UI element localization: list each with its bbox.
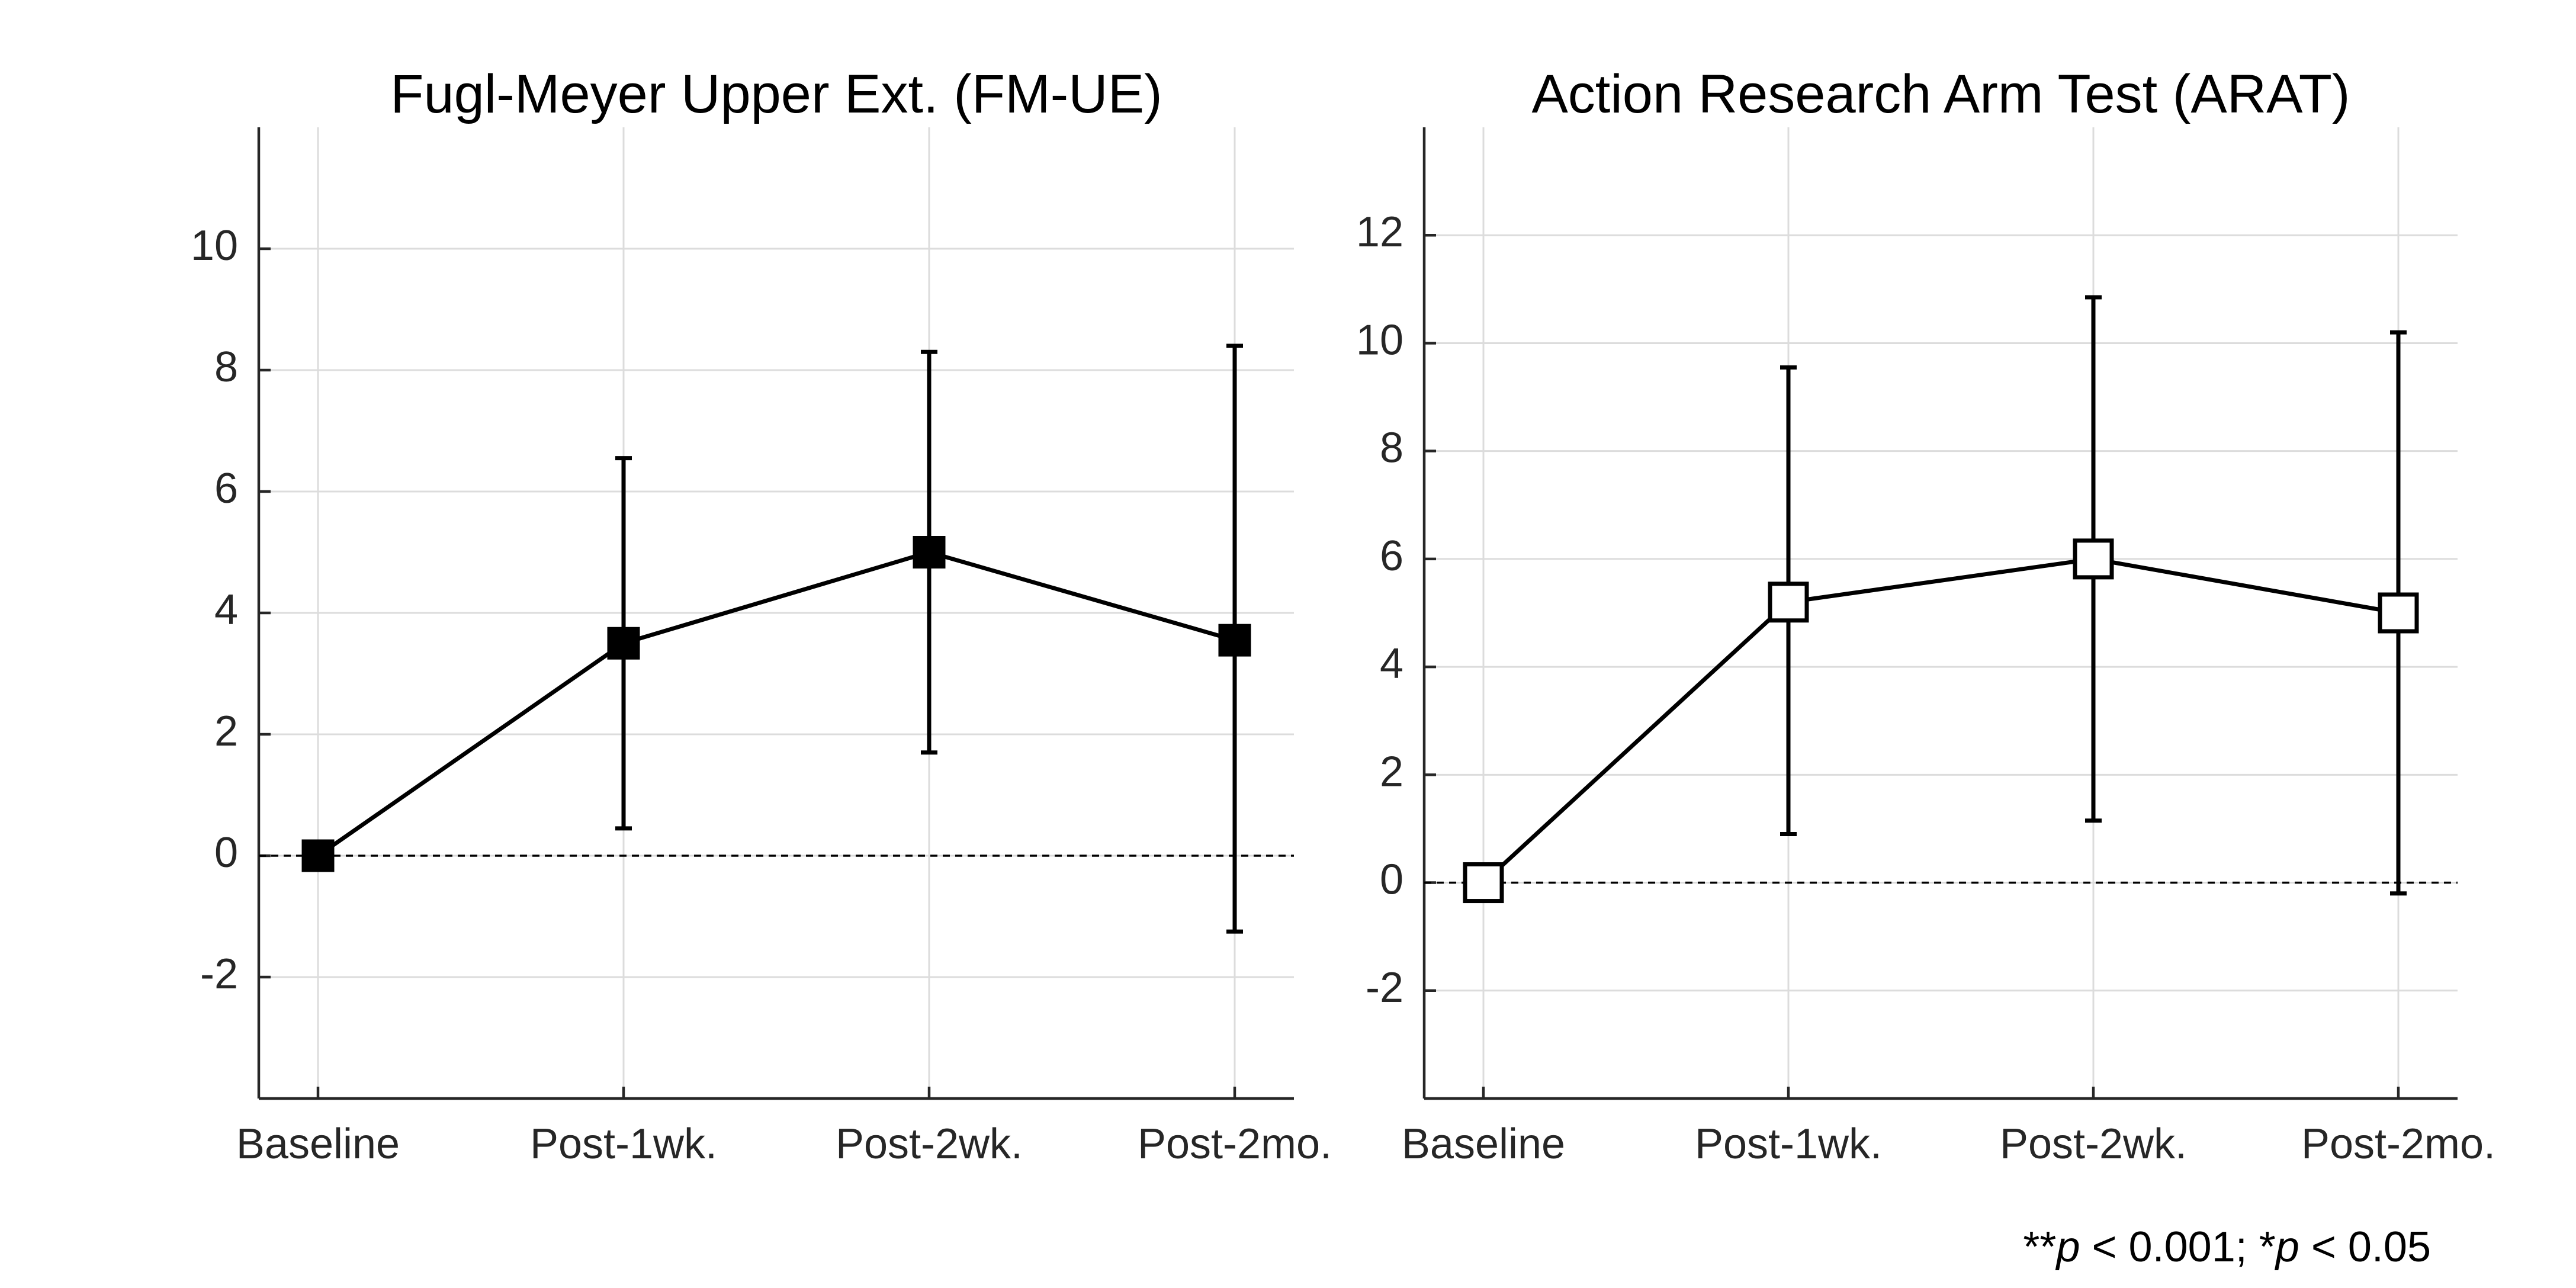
y-tick-label: 8 — [214, 343, 238, 391]
data-point-marker — [1463, 862, 1504, 904]
footnote-mid: < 0.001; * — [2080, 1223, 2276, 1271]
y-tick-label: 2 — [1380, 748, 1403, 795]
y-tick-label: 6 — [1380, 532, 1403, 580]
x-tick-label: Baseline — [236, 1120, 400, 1168]
y-tick-label: -2 — [1366, 964, 1403, 1011]
data-point-marker — [607, 627, 640, 660]
y-tick-label: 8 — [1380, 425, 1403, 472]
data-point-marker — [2378, 592, 2419, 634]
y-tick-label: 10 — [1356, 316, 1403, 364]
y-tick-label: 4 — [1380, 640, 1403, 688]
y-tick-label: -2 — [200, 950, 238, 998]
footnote-p-1: p — [2055, 1223, 2080, 1271]
x-tick-label: Post-2wk. — [836, 1120, 1023, 1168]
fm-ue-panel: -2 0 2 4 6 8 10 Baseline Post-1wk. Post-2wk. Post-… — [191, 64, 1332, 1168]
data-point-marker — [301, 839, 335, 872]
x-tick-label: Post-2mo. — [2301, 1120, 2495, 1168]
chart-title: Fugl-Meyer Upper Ext. (FM-UE) — [390, 64, 1162, 124]
series-line — [317, 550, 1235, 857]
x-tick-label: Post-2wk. — [2000, 1120, 2187, 1168]
y-tick-label: 0 — [214, 829, 238, 876]
y-tick-label: 4 — [214, 586, 238, 634]
arat-panel: -2 0 2 4 6 8 10 12 Baseline Post-1wk. Post-2wk. Pos… — [1356, 64, 2495, 1168]
y-tick-label: 12 — [1356, 208, 1403, 256]
y-tick-label: 10 — [191, 222, 238, 269]
x-tick-label: Post-2mo. — [1138, 1120, 1332, 1168]
footnote-stars-1: ** — [2023, 1223, 2056, 1271]
x-tick-label: Post-1wk. — [530, 1120, 717, 1168]
data-point-marker — [2073, 538, 2114, 580]
significance-footnote: **p < 0.001; *p < 0.05 — [2023, 1223, 2431, 1271]
data-point-marker — [1768, 582, 1809, 623]
y-tick-label: 0 — [1380, 856, 1403, 904]
series-line — [1482, 557, 2399, 885]
y-tick-label: 6 — [214, 465, 238, 512]
x-tick-label: Baseline — [1402, 1120, 1565, 1168]
x-tick-label: Post-1wk. — [1695, 1120, 1882, 1168]
footnote-end: < 0.05 — [2299, 1223, 2431, 1271]
footnote-p-2: p — [2275, 1223, 2299, 1271]
y-tick-label: 2 — [214, 708, 238, 755]
data-point-marker — [1218, 624, 1251, 657]
chart-title: Action Research Arm Test (ARAT) — [1531, 64, 2350, 124]
data-point-marker — [913, 536, 946, 568]
